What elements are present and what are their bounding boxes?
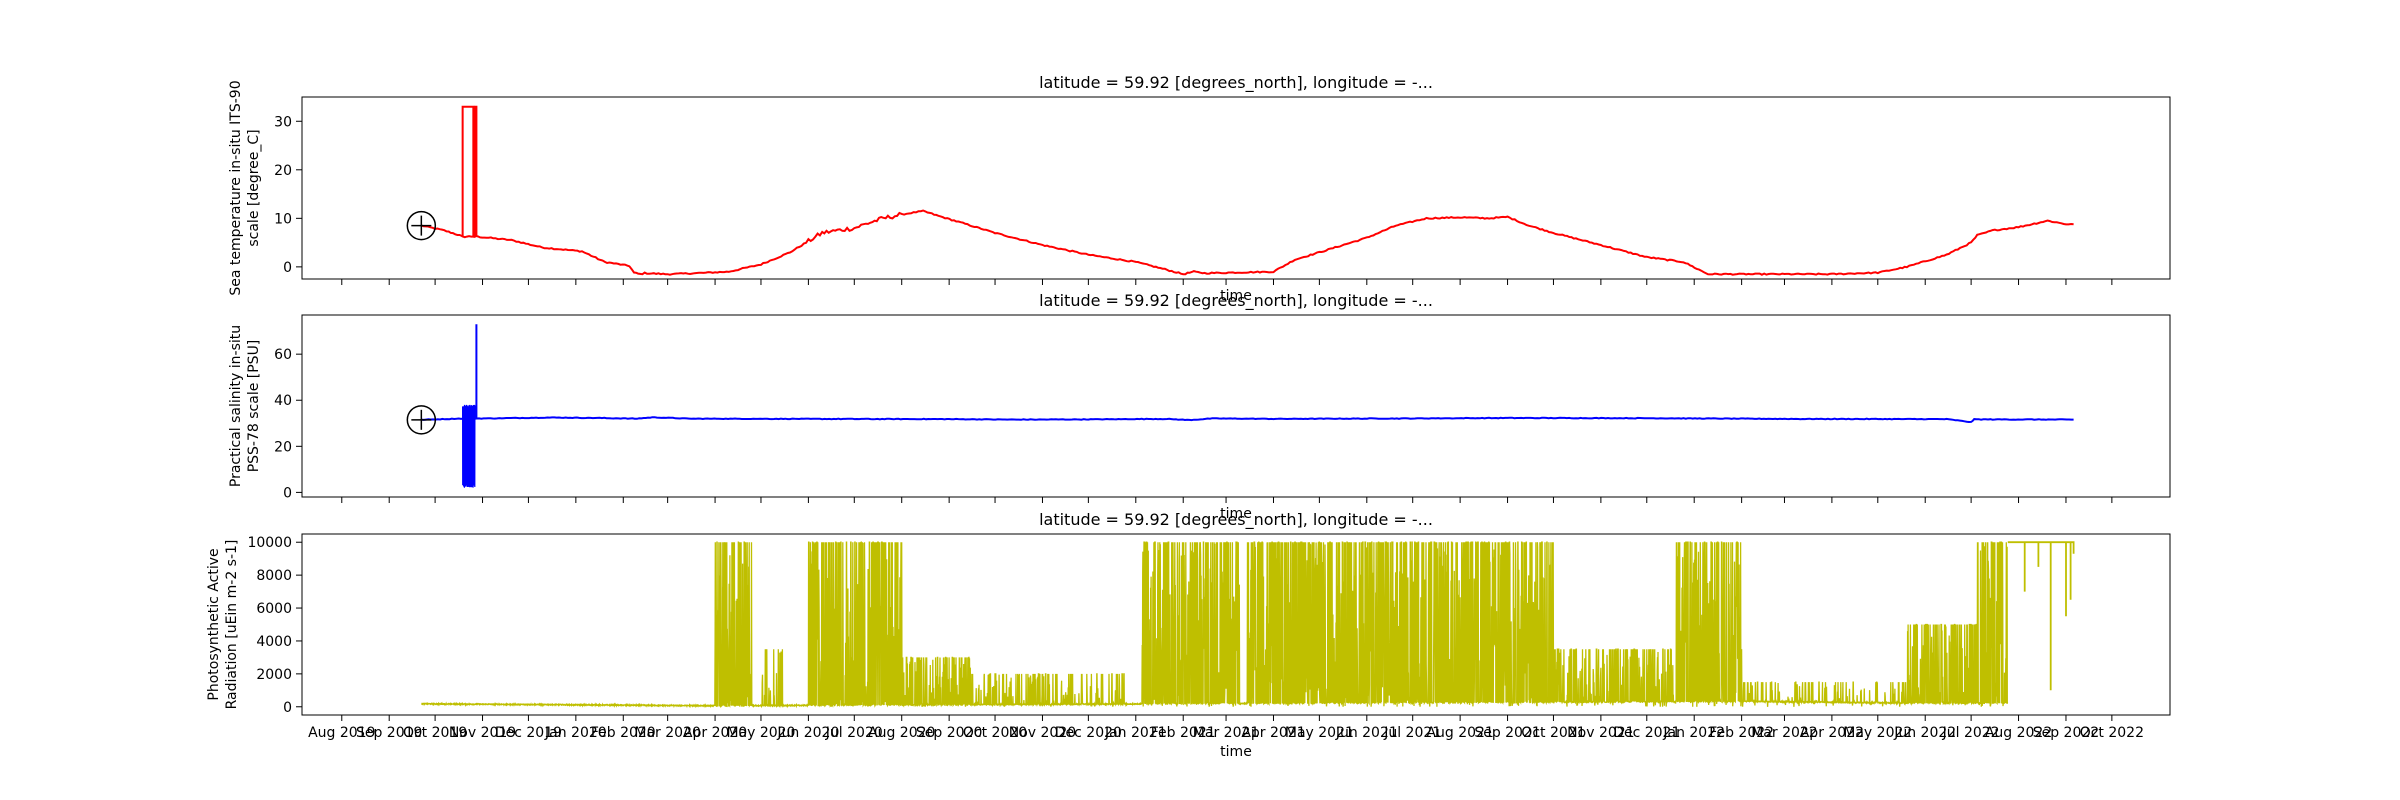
par-x-tick-label: Apr 2020 xyxy=(683,725,747,741)
par-x-tick-label: Apr 2021 xyxy=(1241,725,1305,741)
par-x-tick-label: Aug 2022 xyxy=(1985,725,2052,741)
par-x-tick-label: May 2022 xyxy=(1843,725,1912,741)
temperature-plot-area xyxy=(406,105,2074,276)
par-x-tick-label: Jun 2020 xyxy=(776,725,839,741)
par-x-tick-label: Sep 2021 xyxy=(1474,725,1540,741)
par-series-line xyxy=(421,541,2009,709)
salinity-y-tick-label: 0 xyxy=(283,485,292,501)
salinity-plot-area xyxy=(406,324,2074,488)
temperature-x-ticks xyxy=(341,279,2113,285)
par-plateau-line xyxy=(2007,541,2075,691)
par-x-tick-label: Oct 2022 xyxy=(2080,725,2144,741)
par-ylabel: Photosynthetic Active Radiation [uEin m-2… xyxy=(206,540,240,710)
par-x-tick-label: Oct 2019 xyxy=(403,725,467,741)
temperature-y-tick-label: 0 xyxy=(283,260,292,276)
salinity-xlabel: time xyxy=(1220,506,1252,522)
par-x-tick-label: Nov 2019 xyxy=(449,725,516,741)
par-x-tick-label: Jul 2020 xyxy=(825,725,883,741)
temperature-spike xyxy=(461,105,475,237)
par-x-tick-label: Mar 2020 xyxy=(634,725,701,741)
par-x-tick-label: Dec 2021 xyxy=(1613,725,1680,741)
par-panel: latitude = 59.92 [degrees_north], longit… xyxy=(206,510,2171,760)
temperature-series-line xyxy=(420,209,2074,276)
par-y-ticks: 0 2000 4000 6000 8000 10000 xyxy=(247,535,302,716)
temperature-y-tick-label: 20 xyxy=(274,163,292,179)
temperature-ylabel: Sea temperature in-situ ITS-90 scale [deg… xyxy=(228,80,262,295)
temperature-y-ticks: 0 10 20 30 xyxy=(274,114,302,276)
temperature-panel: latitude = 59.92 [degrees_north], longit… xyxy=(228,73,2171,304)
temperature-marker-circle xyxy=(406,210,437,241)
par-x-tick-label: May 2020 xyxy=(726,725,795,741)
temperature-y-tick-label: 10 xyxy=(274,211,292,227)
par-x-tick-label: May 2021 xyxy=(1285,725,1354,741)
salinity-ylabel-line: PSS-78 scale [PSU] xyxy=(246,340,262,473)
salinity-x-ticks xyxy=(341,497,2113,503)
par-x-tick-label: Jan 2021 xyxy=(1104,725,1167,741)
par-x-tick-label: Jun 2022 xyxy=(1893,725,1956,741)
salinity-y-tick-label: 40 xyxy=(274,393,292,409)
par-x-tick-label: Feb 2022 xyxy=(1709,725,1774,741)
salinity-y-tick-label: 60 xyxy=(274,347,292,363)
par-y-tick-label: 4000 xyxy=(256,634,292,650)
par-axes-frame xyxy=(301,533,2171,716)
par-title: latitude = 59.92 [degrees_north], longit… xyxy=(1039,510,1433,530)
par-ylabel-line: Photosynthetic Active xyxy=(206,548,222,700)
temperature-title: latitude = 59.92 [degrees_north], longit… xyxy=(1039,73,1433,93)
par-ylabel-line: Radiation [uEin m-2 s-1] xyxy=(224,540,240,710)
par-x-tick-label: Feb 2020 xyxy=(591,725,656,741)
temperature-ylabel-line: scale [degree_C] xyxy=(246,129,262,246)
par-x-tick-label: Sep 2022 xyxy=(2033,725,2099,741)
par-x-tick-label: Oct 2021 xyxy=(1521,725,1585,741)
par-x-tick-label: Aug 2019 xyxy=(308,725,375,741)
par-x-tick-label: Jul 2022 xyxy=(1942,725,2000,741)
salinity-ylabel: Practical salinity in-situ PSS-78 scale [… xyxy=(228,325,262,487)
par-x-tick-label: Jan 2020 xyxy=(544,725,607,741)
salinity-axes-frame xyxy=(301,314,2171,498)
par-x-tick-label: Sep 2020 xyxy=(916,725,982,741)
par-x-tick-label: Aug 2021 xyxy=(1426,725,1493,741)
salinity-ylabel-line: Practical salinity in-situ xyxy=(228,325,244,487)
par-x-tick-label: Dec 2019 xyxy=(495,725,562,741)
temperature-ylabel-line: Sea temperature in-situ ITS-90 xyxy=(228,80,244,295)
par-x-tick-label: Mar 2022 xyxy=(1751,725,1818,741)
par-x-tick-label: Aug 2020 xyxy=(868,725,935,741)
par-xlabel: time xyxy=(1220,744,1252,760)
par-x-tick-label: Jan 2022 xyxy=(1662,725,1725,741)
par-x-tick-label: Oct 2020 xyxy=(963,725,1027,741)
par-x-tick-label: Feb 2021 xyxy=(1151,725,1216,741)
temperature-spike xyxy=(473,105,478,237)
temperature-xlabel: time xyxy=(1220,288,1252,304)
temperature-y-tick-label: 30 xyxy=(274,114,292,130)
par-x-tick-label: Nov 2020 xyxy=(1009,725,1076,741)
par-x-tick-label: Jul 2021 xyxy=(1383,725,1441,741)
par-x-tick-label: Jun 2021 xyxy=(1335,725,1398,741)
par-x-tick-label: Mar 2021 xyxy=(1193,725,1260,741)
par-y-tick-label: 8000 xyxy=(256,568,292,584)
par-y-tick-label: 0 xyxy=(283,700,292,716)
par-x-tick-label: Apr 2022 xyxy=(1800,725,1864,741)
par-x-tick-label: Dec 2020 xyxy=(1055,725,1122,741)
salinity-marker-circle xyxy=(406,405,437,435)
salinity-panel: latitude = 59.92 [degrees_north], longit… xyxy=(228,291,2171,522)
salinity-y-ticks: 0 20 40 60 xyxy=(274,347,302,501)
temperature-axes-frame xyxy=(301,96,2171,280)
par-plot-area xyxy=(421,541,2075,709)
par-x-tick-label: Sep 2019 xyxy=(356,725,422,741)
salinity-noise-band xyxy=(462,404,476,488)
salinity-title: latitude = 59.92 [degrees_north], longit… xyxy=(1039,291,1433,311)
par-y-tick-label: 10000 xyxy=(247,535,292,551)
par-y-tick-label: 6000 xyxy=(256,601,292,617)
salinity-series-line xyxy=(421,416,2074,424)
salinity-y-tick-label: 20 xyxy=(274,439,292,455)
par-x-tick-label: Nov 2021 xyxy=(1567,725,1634,741)
par-y-tick-label: 2000 xyxy=(256,667,292,683)
